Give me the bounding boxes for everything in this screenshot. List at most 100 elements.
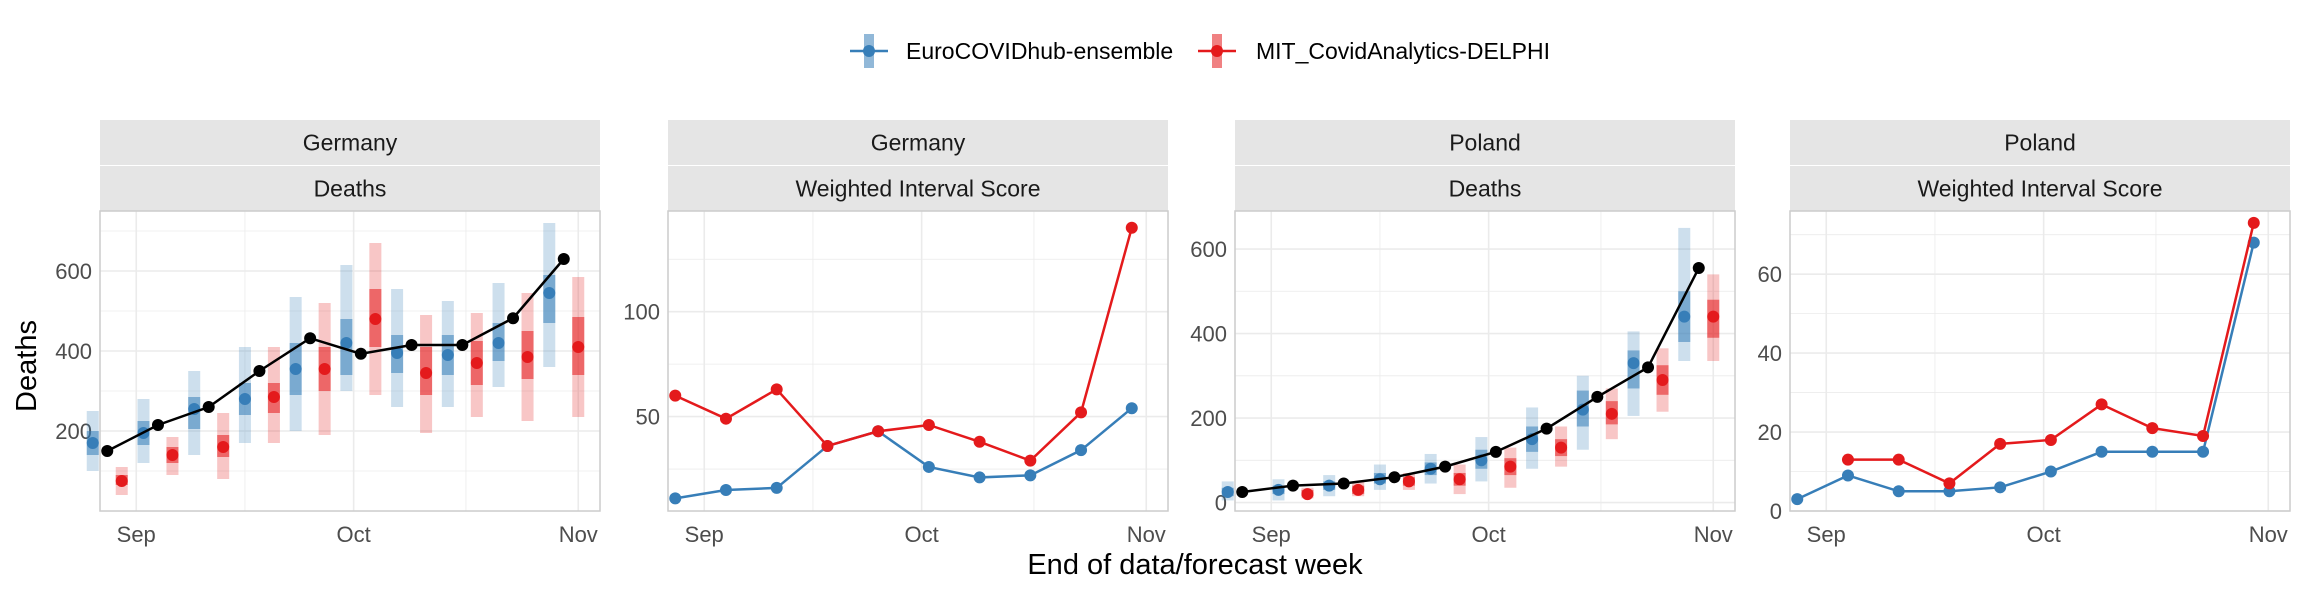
observed-point [1591,390,1604,403]
median-point [1678,310,1691,323]
observed-point [354,347,367,360]
median-point [1656,374,1669,387]
observed-line [1242,267,1700,494]
y-tick-label: 60 [1758,262,1782,287]
legend-item-delphi: MIT_CovidAnalytics-DELPHI [1198,34,1550,68]
series-delphi [669,221,1138,467]
observed-point [1286,479,1299,492]
legend-label-ensemble: EuroCOVIDhub-ensemble [906,38,1173,64]
observed-point [1337,477,1350,490]
score-point [922,460,935,473]
y-tick-label: 400 [55,339,92,364]
strip-bg [668,166,1168,211]
panel-grid [1790,211,2290,512]
observed-point [1388,471,1401,484]
observed-point [304,332,317,345]
score-point [2044,465,2057,478]
score-point [922,418,935,431]
series-ensemble [1221,227,1691,501]
x-tick-label: Nov [559,522,598,547]
median-point [289,363,302,375]
score-point [973,471,986,484]
observed-point [253,365,266,377]
score-line [1796,242,2255,501]
median-point [1555,441,1568,454]
median-point [86,437,99,449]
legend-item-ensemble: EuroCOVIDhub-ensemble [850,34,1173,68]
facet-panel-1: Germany Deaths 200 400 600 Sep Oct Nov [55,120,601,547]
x-tick-label: Nov [2249,522,2288,547]
median-point [318,363,331,375]
strip-label: Weighted Interval Score [1917,176,2162,202]
observed-point [1692,262,1705,275]
panel-grid [1235,211,1735,511]
observed-point [1236,485,1249,498]
score-point [2095,445,2108,458]
strip-label: Poland [1449,130,1521,156]
observed-point [507,312,520,325]
median-point [1402,475,1415,488]
observed-point [557,253,570,265]
observed-point [1642,361,1655,374]
panel-grid [668,211,1168,511]
series-ensemble [669,402,1138,505]
score-point [1841,453,1854,466]
score-point [1125,402,1138,415]
score-point [1791,493,1804,506]
median-point [492,337,505,349]
x-tick-label: Sep [1252,522,1291,547]
y-tick-label: 20 [1758,420,1782,445]
score-point [2095,398,2108,411]
score-point [669,492,682,505]
strip-bg [1235,166,1735,211]
legend-key-ensemble-point [863,45,875,57]
score-line [674,227,1133,463]
score-line [675,407,1133,500]
facet-panel-2: Germany Weighted Interval Score 50 100 Sep Oc… [623,120,1169,547]
score-point [821,439,834,452]
x-axis-title: End of data/forecast week [1027,549,1363,581]
series-delphi [1841,216,2260,490]
score-point [770,481,783,494]
strip-label: Deaths [1449,176,1522,202]
strip-bg [100,166,600,211]
median-point [470,357,483,369]
score-point [1994,481,2007,494]
median-point [1504,460,1517,473]
observed-point [101,445,114,457]
score-point [1943,477,1956,490]
strip-bg [1790,166,2290,211]
score-point [2197,445,2210,458]
facet-panel-3: Poland Deaths 0 200 400 600 Sep Oct Nov [1190,120,1736,547]
observed-point [1489,445,1502,458]
median-point [572,341,585,353]
strip-bg [668,120,1168,165]
median-point [1272,483,1285,496]
y-tick-label: 0 [1215,491,1227,516]
score-point [1841,469,1854,482]
median-point [441,349,454,361]
observed-line [106,258,565,453]
strip-label: Poland [2004,130,2076,156]
median-point [115,475,128,487]
y-tick-label: 40 [1758,341,1782,366]
median-point [1323,479,1336,492]
legend: EuroCOVIDhub-ensemble MIT_CovidAnalytics… [850,34,1550,68]
series-observed [101,253,570,457]
score-point [1024,454,1037,467]
panel-border [1789,210,2291,512]
median-point [1352,483,1365,496]
strip-label: Germany [303,130,398,156]
median-point [238,393,251,405]
x-tick-label: Sep [1807,522,1846,547]
y-tick-label: 50 [636,405,660,430]
strip-bg [100,120,600,165]
score-point [1075,444,1088,457]
interval-50 [1627,350,1640,389]
median-point [521,351,534,363]
y-tick-label: 600 [1190,237,1227,262]
strip-label: Germany [871,130,966,156]
y-tick-label: 400 [1190,322,1227,347]
